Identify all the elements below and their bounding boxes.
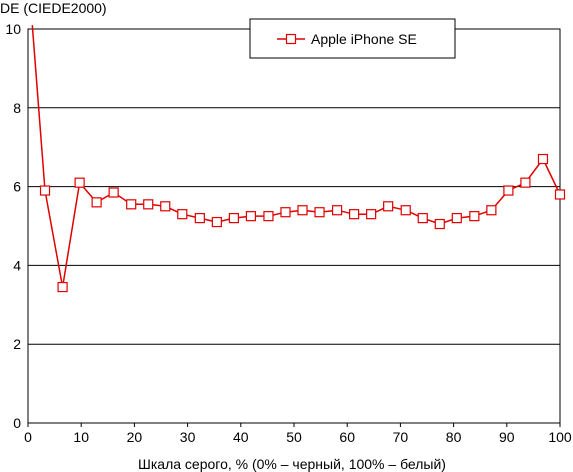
data-point bbox=[383, 201, 394, 212]
data-point bbox=[280, 207, 291, 218]
x-tick-label: 100 bbox=[548, 429, 572, 445]
y-tick-label: 4 bbox=[13, 257, 21, 273]
data-point bbox=[314, 207, 325, 218]
data-point bbox=[126, 199, 137, 210]
data-point bbox=[366, 209, 377, 220]
legend-marker bbox=[285, 33, 297, 45]
data-point bbox=[434, 218, 445, 230]
data-point bbox=[486, 205, 497, 216]
data-point bbox=[469, 211, 480, 222]
y-tick-label: 2 bbox=[13, 336, 21, 352]
data-point bbox=[228, 213, 239, 224]
x-tick-label: 10 bbox=[73, 429, 89, 445]
x-tick-label: 40 bbox=[233, 429, 249, 445]
y-tick-label: 10 bbox=[5, 21, 21, 37]
x-tick-label: 0 bbox=[24, 429, 32, 445]
data-point bbox=[194, 213, 205, 224]
x-tick-label: 30 bbox=[180, 429, 196, 445]
grid bbox=[28, 28, 560, 424]
data-point bbox=[143, 199, 154, 210]
data-point bbox=[417, 213, 428, 224]
data-point bbox=[537, 153, 549, 165]
x-tick-label: 70 bbox=[393, 429, 409, 445]
data-point bbox=[57, 281, 68, 293]
plot-area bbox=[27, 28, 561, 424]
x-tick-label: 20 bbox=[127, 429, 143, 445]
data-point bbox=[91, 197, 102, 208]
data-point bbox=[400, 205, 411, 216]
y-axis-title: DE (CIEDE2000) bbox=[0, 0, 107, 16]
legend: Apple iPhone SE bbox=[249, 18, 456, 59]
legend-label: Apple iPhone SE bbox=[311, 31, 417, 47]
x-tick-label: 60 bbox=[339, 429, 355, 445]
data-point bbox=[177, 209, 188, 220]
x-axis-title: Шкала серого, % (0% – черный, 100% – бел… bbox=[138, 456, 446, 472]
data-point bbox=[263, 211, 274, 222]
x-tick-label: 50 bbox=[286, 429, 302, 445]
data-point bbox=[160, 201, 171, 212]
data-point bbox=[520, 177, 531, 188]
y-axis-ticks: 0 2 4 6 8 10 bbox=[5, 21, 21, 431]
data-point bbox=[554, 189, 566, 200]
data-point bbox=[451, 213, 462, 224]
data-point bbox=[349, 209, 360, 220]
x-tick-label: 90 bbox=[499, 429, 515, 445]
data-point bbox=[74, 177, 85, 188]
x-axis-ticks: 0 10 20 30 40 50 60 70 80 90 100 bbox=[24, 423, 572, 445]
series-line bbox=[31, 25, 561, 288]
y-tick-label: 8 bbox=[13, 100, 21, 116]
data-point bbox=[108, 187, 119, 198]
data-point bbox=[297, 205, 308, 216]
y-tick-label: 0 bbox=[13, 415, 21, 431]
x-tick-label: 80 bbox=[446, 429, 462, 445]
data-point bbox=[331, 205, 343, 216]
data-point bbox=[245, 211, 257, 222]
series-group bbox=[31, 25, 566, 293]
data-point bbox=[211, 216, 222, 228]
data-point bbox=[39, 185, 51, 196]
data-point bbox=[503, 185, 514, 196]
y-tick-label: 6 bbox=[13, 179, 21, 195]
